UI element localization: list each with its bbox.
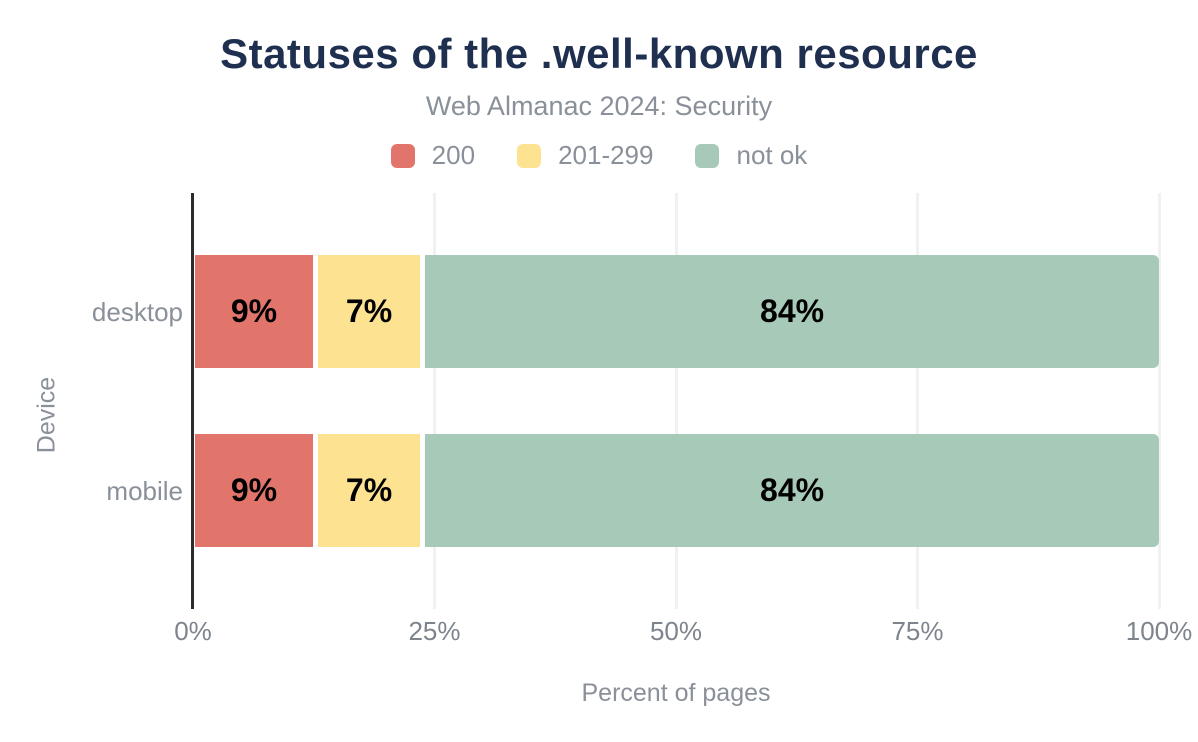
chart-subtitle: Web Almanac 2024: Security <box>425 91 773 121</box>
bar-value-label: 84% <box>760 472 825 508</box>
category-label-desktop: desktop <box>91 296 183 327</box>
bar-desktop: 9% 7% 84% <box>195 255 1159 368</box>
gridline-25pct <box>433 193 436 609</box>
x-tick-75pct: 75% <box>891 616 944 646</box>
category-label-mobile: mobile <box>106 475 183 506</box>
legend-label: not ok <box>736 140 808 170</box>
legend-swatch-icon <box>390 143 415 168</box>
x-axis-title: Percent of pages <box>581 679 771 707</box>
bar-value-label: 7% <box>345 293 393 329</box>
chart-title: Statuses of the .well-known resource <box>220 30 978 77</box>
y-axis-line <box>191 193 194 609</box>
x-tick-0pct: 0% <box>174 616 212 646</box>
legend-swatch-icon <box>695 143 720 168</box>
bar-value-label: 9% <box>230 293 278 329</box>
legend: 200 201-299 not ok <box>0 140 1198 171</box>
bar-mobile-segment-200[interactable]: 9% <box>195 434 314 547</box>
bar-desktop-segment-201-299[interactable]: 7% <box>318 255 421 368</box>
x-tick-25pct: 25% <box>408 616 461 646</box>
bar-mobile-segment-201-299[interactable]: 7% <box>318 434 421 547</box>
bar-desktop-segment-200[interactable]: 9% <box>195 255 314 368</box>
bar-value-label: 7% <box>345 472 393 508</box>
x-tick-100pct: 100% <box>1125 616 1193 646</box>
bar-value-label: 84% <box>760 293 825 329</box>
bar-mobile-segment-not-ok[interactable]: 84% <box>425 434 1159 547</box>
legend-swatch-icon <box>517 143 542 168</box>
legend-label: 201-299 <box>558 140 654 170</box>
legend-item-201-299[interactable]: 201-299 <box>517 140 653 171</box>
gridline-50pct <box>674 193 678 609</box>
bar-value-label: 9% <box>230 472 278 508</box>
y-axis-title: Device <box>32 376 61 454</box>
legend-item-200[interactable]: 200 <box>390 140 476 171</box>
legend-label: 200 <box>431 140 476 170</box>
legend-item-not-ok[interactable]: not ok <box>695 140 807 171</box>
gridline-75pct <box>916 193 919 609</box>
bar-desktop-segment-not-ok[interactable]: 84% <box>425 255 1159 368</box>
x-tick-50pct: 50% <box>649 616 703 646</box>
bar-mobile: 9% 7% 84% <box>195 434 1159 547</box>
gridline-100pct <box>1157 193 1161 609</box>
